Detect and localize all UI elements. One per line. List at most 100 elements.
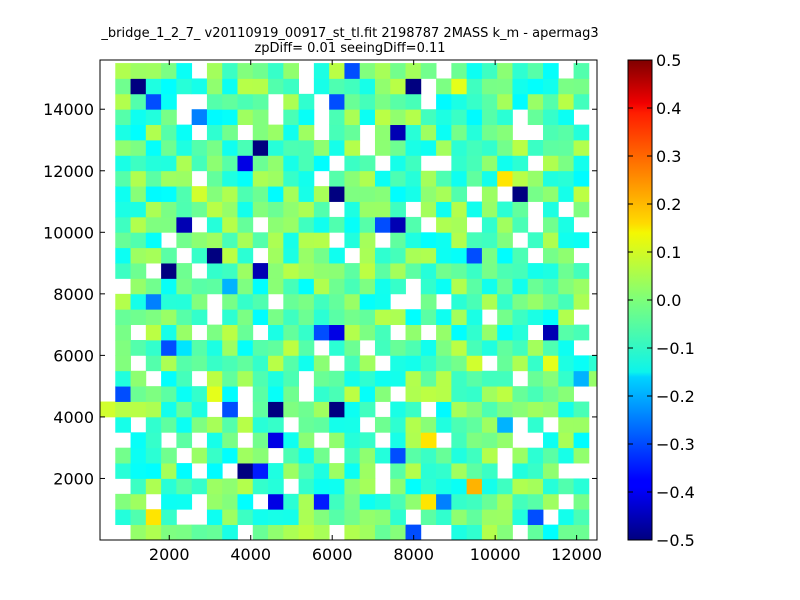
heatmap-cell	[527, 401, 544, 418]
heatmap-cell	[237, 63, 254, 79]
heatmap-cell	[436, 370, 452, 387]
heatmap-cell	[512, 293, 529, 310]
heatmap-cell	[390, 401, 406, 418]
heatmap-cell	[481, 478, 498, 495]
heatmap-cell	[283, 293, 299, 310]
heatmap-cell	[374, 509, 391, 526]
heatmap-cell	[344, 186, 361, 202]
heatmap-cell	[497, 93, 513, 110]
heatmap-cell	[466, 401, 483, 418]
colorbar-tick-label: 0.5	[656, 51, 681, 70]
heatmap-cell	[558, 186, 574, 202]
heatmap-cell	[206, 416, 223, 433]
heatmap-cell	[237, 247, 254, 264]
heatmap-cell	[237, 109, 254, 126]
heatmap-cell	[481, 293, 498, 310]
heatmap-cell	[222, 370, 238, 387]
heatmap-cell	[451, 186, 468, 202]
heatmap-cell	[451, 124, 468, 141]
heatmap-cell	[130, 78, 147, 95]
heatmap-cell	[206, 386, 223, 402]
heatmap-cell	[436, 232, 452, 249]
heatmap-cell	[298, 324, 315, 341]
heatmap-cell	[497, 63, 513, 79]
colorbar-tick-label: −0.2	[656, 387, 695, 406]
heatmap-cell	[573, 370, 590, 387]
heatmap-cell	[191, 109, 208, 126]
heatmap-cell	[176, 170, 193, 187]
heatmap-cell	[237, 355, 254, 372]
heatmap-cell	[497, 309, 513, 326]
heatmap-cell	[527, 478, 544, 495]
heatmap-cell	[512, 463, 529, 479]
heatmap-cell	[283, 247, 299, 264]
heatmap-cell	[359, 278, 376, 295]
colorbar-tick-label: −0.4	[656, 483, 695, 502]
heatmap-cell	[161, 509, 177, 526]
heatmap-cell	[359, 186, 376, 202]
heatmap-cell	[466, 386, 483, 402]
heatmap-cell	[222, 201, 238, 218]
heatmap-cell	[130, 524, 147, 540]
heatmap-cell	[390, 140, 406, 156]
heatmap-cell	[329, 278, 345, 295]
heatmap-cell	[161, 247, 177, 264]
heatmap-cell	[268, 63, 284, 79]
heatmap-cell	[451, 263, 468, 279]
heatmap-cell	[512, 93, 529, 110]
heatmap-cell	[130, 155, 147, 172]
heatmap-cell	[451, 278, 468, 295]
heatmap-cell	[420, 140, 437, 156]
heatmap-cell	[237, 370, 254, 387]
x-tick-label: 6000	[312, 545, 353, 564]
heatmap-cell	[466, 201, 483, 218]
heatmap-cell	[130, 293, 147, 310]
heatmap-cell	[420, 278, 437, 295]
heatmap-cell	[145, 155, 162, 172]
heatmap-cell	[191, 293, 208, 310]
heatmap-cell	[298, 478, 315, 495]
heatmap-cell	[329, 478, 345, 495]
heatmap-cell	[359, 63, 376, 79]
y-tick-label: 10000	[43, 223, 94, 242]
heatmap-cell	[145, 416, 162, 433]
heatmap-cell	[420, 463, 437, 479]
heatmap-cell	[573, 78, 590, 95]
heatmap-cell	[466, 63, 483, 79]
heatmap-cell	[313, 447, 330, 464]
heatmap-cell	[252, 524, 269, 540]
heatmap-cell	[374, 109, 391, 126]
heatmap-cell	[451, 140, 468, 156]
heatmap-cell	[191, 401, 208, 418]
heatmap-cell	[252, 109, 269, 126]
heatmap-cell	[115, 109, 131, 126]
heatmap-cell	[451, 463, 468, 479]
heatmap-cell	[558, 93, 574, 110]
heatmap-cell	[191, 232, 208, 249]
heatmap-cell	[145, 293, 162, 310]
heatmap-cell	[283, 370, 299, 387]
heatmap-cell	[206, 263, 223, 279]
heatmap-cell	[161, 155, 177, 172]
heatmap-cell	[191, 186, 208, 202]
heatmap-cell	[298, 278, 315, 295]
heatmap-cell	[206, 478, 223, 495]
heatmap-cell	[344, 309, 361, 326]
heatmap-cell	[344, 124, 361, 141]
heatmap-cell	[420, 124, 437, 141]
heatmap-cell	[130, 247, 147, 264]
chart-title-line1: _bridge_1_2_7_ v20110919_00917_st_tl.fit…	[101, 26, 599, 41]
heatmap-cell	[481, 216, 498, 233]
heatmap-cell	[344, 93, 361, 110]
heatmap-cell	[145, 278, 162, 295]
heatmap-cell	[420, 355, 437, 372]
heatmap-cell	[497, 416, 513, 433]
heatmap-cell	[161, 386, 177, 402]
heatmap-cell	[344, 416, 361, 433]
heatmap-cell	[543, 432, 559, 449]
heatmap-cell	[436, 324, 452, 341]
heatmap-cell	[268, 170, 284, 187]
heatmap-cell	[497, 232, 513, 249]
heatmap-cell	[252, 93, 269, 110]
